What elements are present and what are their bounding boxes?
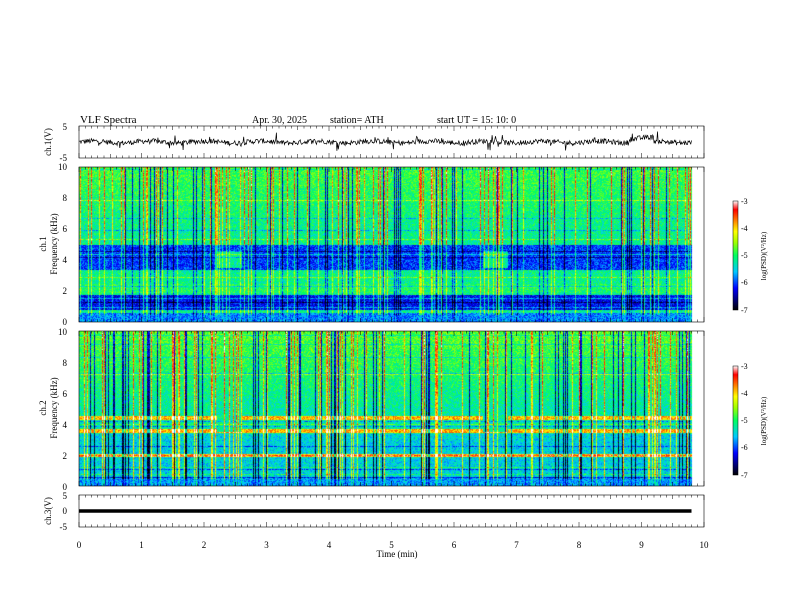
time-tick-label: 3 — [264, 540, 269, 550]
time-tick-label: 7 — [514, 540, 519, 550]
chart-title: VLF Spectra — [80, 114, 137, 126]
ch2-spectrogram-image — [79, 331, 704, 486]
ch2-ytick-4: 4 — [63, 420, 68, 430]
ch1-cb-tick-m6: -6 — [741, 278, 748, 287]
ch1-ytick-4: 4 — [63, 255, 68, 265]
ch3-ytick-mid: 0 — [63, 506, 68, 516]
ch1-cb-tick-m3: -3 — [741, 197, 748, 206]
time-tick-label: 2 — [202, 540, 207, 550]
time-tick-label: 4 — [327, 540, 332, 550]
ch1-spectrogram-image — [79, 167, 704, 322]
ch1-ytick-6: 6 — [63, 224, 68, 234]
ch1-waveform-ylabel: ch.1(V) — [43, 128, 53, 156]
time-tick-label: 0 — [77, 540, 82, 550]
ch2-ytick-8: 8 — [63, 358, 68, 368]
ch1-colorbar-ramp — [732, 200, 739, 311]
ch2-spectrogram-ticks — [78, 331, 705, 486]
ch1-colorbar: -3 -4 -5 -6 -7 log(PSD)(V²/Hz) — [732, 197, 768, 315]
ch2-cb-tick-m3: -3 — [741, 362, 748, 371]
ch2-ytick-10: 10 — [58, 327, 68, 337]
ch1-spectrogram-panel: 0 2 4 6 8 10 ch.1 Frequency (kHz) — [38, 162, 705, 327]
ch2-spectrogram-ylabel-2: Frequency (kHz) — [49, 377, 59, 438]
time-tick-label: 9 — [639, 540, 644, 550]
ch2-cb-tick-m7: -7 — [741, 471, 748, 480]
ch1-ytick-10: 10 — [58, 162, 68, 172]
time-axis-title: Time (min) — [377, 549, 418, 559]
ch2-ytick-2: 2 — [63, 451, 68, 461]
ch1-waveform-panel: 5 -5 ch.1(V) — [43, 122, 705, 163]
ch3-waveform-panel: 5 0 -5 ch.3(V) — [43, 491, 705, 532]
time-tick-label: 6 — [452, 540, 457, 550]
time-axis-labels: 0 1 2 3 4 5 6 7 8 9 10 — [77, 540, 709, 550]
ch1-ytick-8: 8 — [63, 193, 68, 203]
station-label: station= ATH — [330, 115, 384, 126]
ch1-cb-tick-m7: -7 — [741, 306, 748, 315]
ch1-time-ticks — [78, 126, 705, 158]
ch2-colorbar: -3 -4 -5 -6 -7 log(PSD)(V²/Hz) — [732, 362, 768, 480]
ch1-waveform-trace — [79, 131, 692, 151]
ch1-ytick-2: 2 — [63, 286, 68, 296]
ch3-ytick-bottom: -5 — [60, 522, 68, 532]
time-tick-label: 1 — [139, 540, 144, 550]
ch3-ytick-top: 5 — [63, 491, 68, 501]
ch3-time-ticks — [78, 495, 705, 527]
ch1-cb-tick-m5: -5 — [741, 251, 748, 260]
ch1-ytick-bottom: -5 — [60, 153, 68, 163]
ch1-spectrogram-ylabel-1: ch.1 — [38, 236, 48, 251]
ch1-ytick-0: 0 — [63, 317, 68, 327]
ch1-spectrogram-ylabel-2: Frequency (kHz) — [49, 213, 59, 274]
date-label: Apr. 30, 2025 — [252, 115, 307, 126]
ch1-spectrogram-ticks — [78, 167, 705, 322]
ch2-cb-tick-m4: -4 — [741, 389, 748, 398]
ch3-waveform-ylabel: ch.3(V) — [43, 497, 53, 525]
time-tick-label: 5 — [389, 540, 394, 550]
ch1-ytick-top: 5 — [63, 122, 68, 132]
ch2-cb-tick-m6: -6 — [741, 443, 748, 452]
time-tick-label: 8 — [577, 540, 582, 550]
start-time-label: start UT = 15: 10: 0 — [437, 115, 516, 126]
ch2-spectrogram-panel: 0 2 4 6 8 10 ch.2 Frequency (kHz) — [38, 327, 705, 492]
time-tick-label: 10 — [700, 540, 710, 550]
ch2-colorbar-label: log(PSD)(V²/Hz) — [760, 396, 768, 445]
ch1-colorbar-label: log(PSD)(V²/Hz) — [760, 231, 768, 280]
ch2-colorbar-ramp — [732, 365, 739, 476]
ch2-ytick-0: 0 — [63, 482, 68, 492]
ch2-ytick-6: 6 — [63, 389, 68, 399]
ch2-spectrogram-ylabel-1: ch.2 — [38, 400, 48, 415]
ch2-cb-tick-m5: -5 — [741, 416, 748, 425]
ch1-cb-tick-m4: -4 — [741, 224, 748, 233]
